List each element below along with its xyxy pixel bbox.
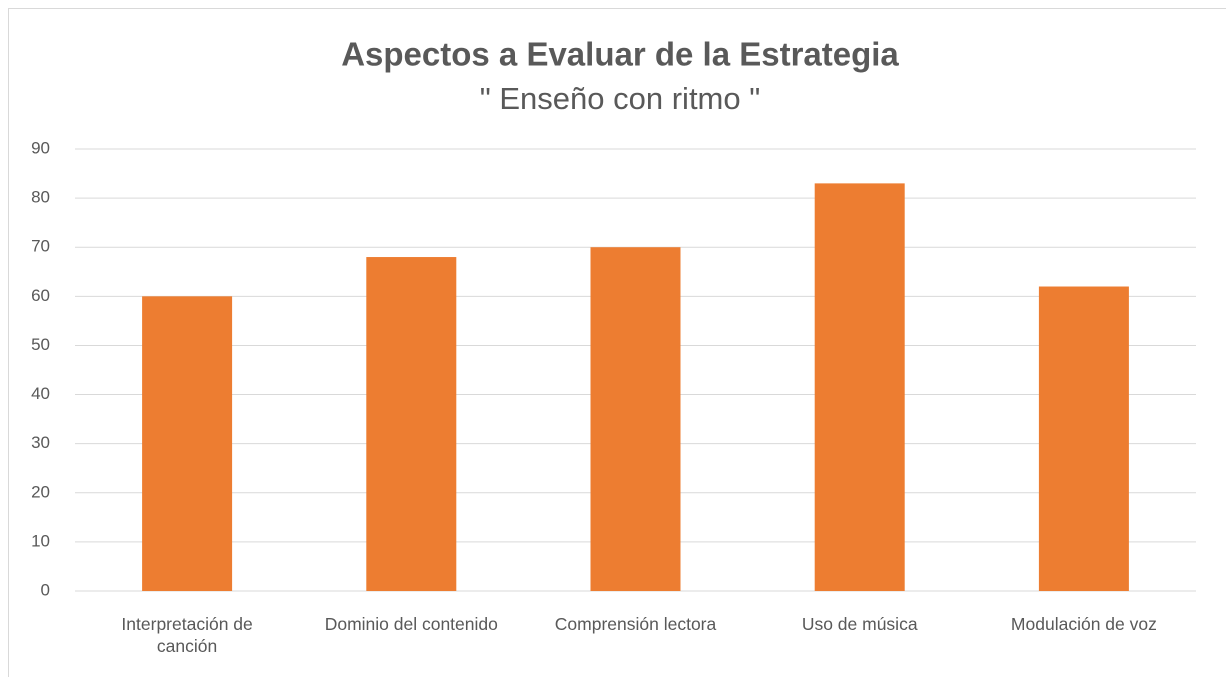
chart-subtitle: " Enseño con ritmo "	[480, 81, 760, 116]
bar	[142, 296, 233, 591]
bar	[590, 247, 681, 591]
x-tick-label: Modulación de voz	[1010, 614, 1157, 634]
y-tick-label: 80	[31, 188, 50, 207]
y-tick-label: 30	[31, 433, 50, 452]
chart-title: Aspectos a Evaluar de la Estrategia	[341, 36, 899, 73]
y-tick-label: 60	[31, 286, 50, 305]
y-tick-label: 20	[31, 482, 50, 501]
x-tick-label: Dominio del contenido	[324, 614, 498, 634]
x-tick-label: Comprensión lectora	[554, 614, 717, 634]
x-tick-label: Uso de música	[801, 614, 918, 634]
bar	[366, 257, 457, 591]
y-tick-label: 90	[31, 138, 50, 157]
y-tick-label: 40	[31, 384, 50, 403]
bar	[814, 183, 905, 591]
y-tick-label: 70	[31, 237, 50, 256]
y-tick-label: 10	[31, 531, 50, 550]
y-tick-label: 50	[31, 335, 50, 354]
y-tick-label: 0	[41, 580, 50, 599]
x-tick-label: Interpretación de canción	[121, 614, 253, 656]
bar	[1038, 286, 1129, 591]
chart-frame	[8, 8, 1226, 677]
